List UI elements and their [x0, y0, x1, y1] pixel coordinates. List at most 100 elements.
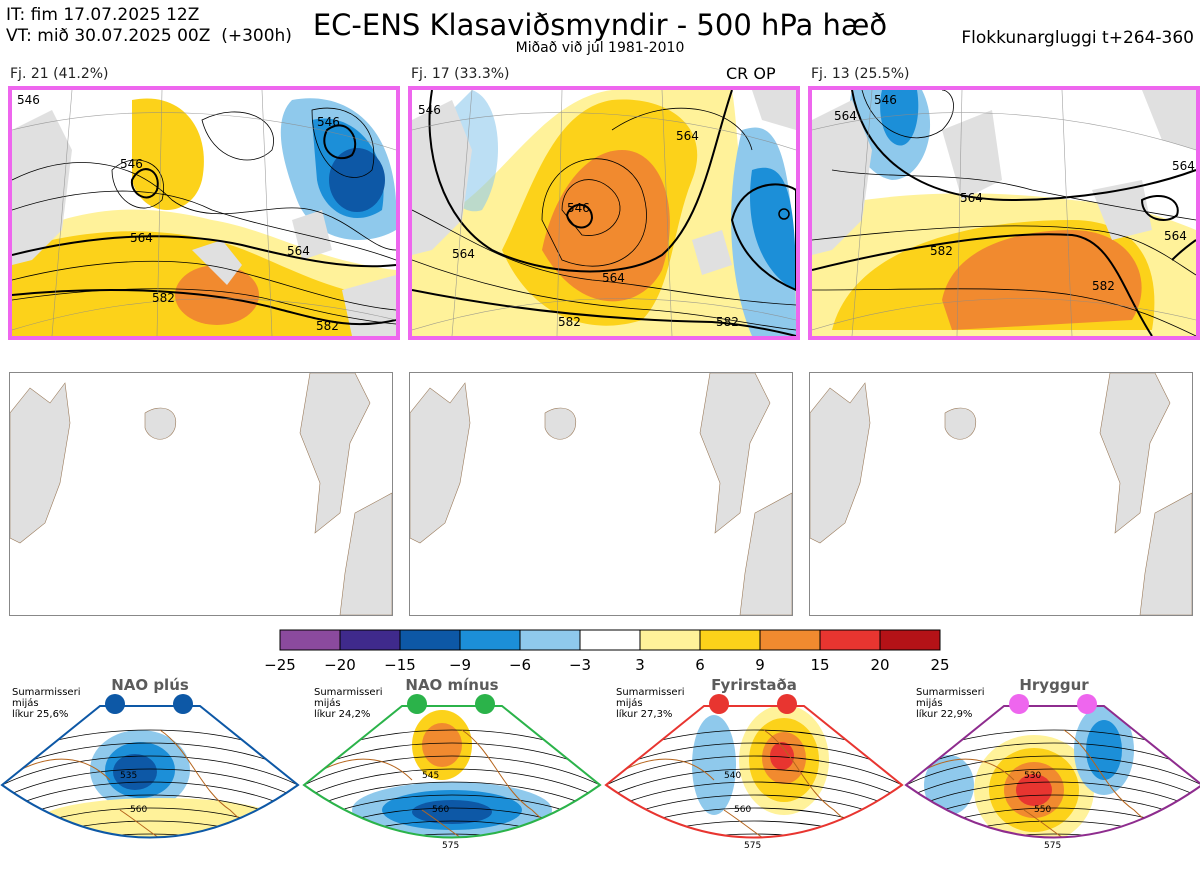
- cr-op-label: CR OP: [726, 64, 776, 83]
- empty-map-2[interactable]: [409, 372, 793, 616]
- regime-contour-label: 545: [422, 771, 439, 781]
- regime-map[interactable]: 530 550 575: [904, 690, 1200, 870]
- cluster-1-label: Fj. 21 (41.2%): [10, 66, 109, 82]
- colorbar: [279, 629, 941, 651]
- height-contour: [2, 781, 298, 813]
- regime-title: NAO plús: [111, 676, 189, 694]
- contour-label: 564: [1164, 229, 1187, 243]
- cluster-map-1[interactable]: 546 546 546 564 564 582 582: [8, 86, 400, 340]
- height-contour: [906, 755, 1200, 787]
- contour-label: 564: [1172, 159, 1195, 173]
- contour-label: 546: [418, 103, 441, 117]
- height-contour: [2, 820, 298, 838]
- anomaly-shade: [40, 798, 280, 838]
- colorbar-cell: [699, 629, 761, 651]
- contour-label: 546: [120, 157, 143, 171]
- contour-label: 582: [316, 319, 339, 333]
- cluster-2-label: Fj. 17 (33.3%): [411, 66, 510, 82]
- regime-marker-dot: [475, 694, 495, 714]
- colorbar-cell: [879, 629, 941, 651]
- it-line: IT: fim 17.07.2025 12Z: [6, 5, 200, 25]
- height-contour: [304, 755, 600, 787]
- contour-label: 546: [17, 93, 40, 107]
- height-contour: [606, 768, 902, 800]
- contour-label: 564: [287, 244, 310, 258]
- contour-label: 546: [317, 115, 340, 129]
- contour-label: 564: [452, 247, 475, 261]
- regime-marker-dot: [407, 694, 427, 714]
- colorbar-cell: [819, 629, 881, 651]
- colorbar-tick-label: −20: [324, 656, 356, 674]
- cluster-map-2[interactable]: 546 546 564 564 564 582 582: [408, 86, 800, 340]
- colorbar-cell: [459, 629, 521, 651]
- regime-contour-label: 560: [130, 805, 147, 815]
- regime-title: NAO mínus: [405, 676, 499, 694]
- regime-marker-dot: [105, 694, 125, 714]
- height-contour: [906, 833, 1200, 838]
- contour-label: 582: [930, 244, 953, 258]
- height-contour: [304, 833, 600, 838]
- regime-marker-dot: [1077, 694, 1097, 714]
- regime-contour-label: 575: [442, 841, 459, 851]
- coastline: [623, 729, 895, 838]
- regime-border: [604, 705, 904, 839]
- regime-note: Sumarmisseri mijás líkur 25,6%: [12, 687, 81, 720]
- colorbar-cell: [579, 629, 641, 651]
- anomaly-shade: [770, 742, 794, 770]
- colorbar-tick-label: −15: [384, 656, 416, 674]
- regime-map[interactable]: 535 560: [0, 690, 300, 870]
- contour-label: 564: [960, 191, 983, 205]
- contour-label: 564: [834, 109, 857, 123]
- colorbar-tick-label: −3: [568, 656, 592, 674]
- height-contour: [906, 820, 1200, 838]
- regime-contour-label: 535: [120, 771, 137, 781]
- regime-note: Sumarmisseri mijás líkur 22,9%: [916, 687, 985, 720]
- anomaly-shade: [422, 723, 462, 767]
- contour-label: 582: [152, 291, 175, 305]
- colorbar-cell: [519, 629, 581, 651]
- height-contour: [606, 833, 902, 838]
- regime-map[interactable]: 540 560 575: [604, 690, 904, 870]
- empty-map-3[interactable]: [809, 372, 1193, 616]
- header-it-vt: IT: fim 17.07.2025 12Z VT: mið 30.07.202…: [6, 5, 292, 47]
- colorbar-tick-label: −6: [508, 656, 532, 674]
- colorbar-cell: [399, 629, 461, 651]
- height-contour: [906, 768, 1200, 800]
- coastline: [923, 729, 1195, 838]
- colorbar-cell: [639, 629, 701, 651]
- anomaly-shade: [1086, 720, 1122, 780]
- contour-label: 564: [130, 231, 153, 245]
- regime-map[interactable]: 545 560 575: [302, 690, 602, 870]
- colorbar-cell: [339, 629, 401, 651]
- colorbar-tick-label: 15: [810, 656, 830, 674]
- page-subtitle: Miðað við júl 1981-2010: [515, 40, 685, 56]
- regime-marker-dot: [1009, 694, 1029, 714]
- height-contour: [304, 768, 600, 800]
- colorbar-cell: [759, 629, 821, 651]
- vt-line: VT: mið 30.07.2025 00Z (+300h): [6, 26, 292, 46]
- contour-label: 564: [676, 129, 699, 143]
- contour-label: 582: [558, 315, 581, 329]
- regime-contour-label: 540: [724, 771, 741, 781]
- height-contour: [606, 820, 902, 838]
- coastline: [19, 729, 291, 838]
- colorbar-tick-label: 20: [870, 656, 890, 674]
- colorbar-tick-label: −25: [264, 656, 296, 674]
- regime-contour-label: 560: [734, 805, 751, 815]
- anomaly-shade: [692, 715, 736, 815]
- empty-map-1[interactable]: [9, 372, 393, 616]
- regime-contour-label: 560: [432, 805, 449, 815]
- regime-note: Sumarmisseri mijás líkur 27,3%: [616, 687, 685, 720]
- height-contour: [2, 833, 298, 838]
- cluster-3-label: Fj. 13 (25.5%): [811, 66, 910, 82]
- regime-contour-label: 575: [1044, 841, 1061, 851]
- anomaly-shade: [924, 755, 974, 815]
- height-contour: [2, 755, 298, 787]
- height-contour: [606, 781, 902, 813]
- cluster-map-3[interactable]: 564 546 564 582 582 564 564: [808, 86, 1200, 340]
- classification-window: Flokkunargluggi t+264-360: [961, 28, 1194, 48]
- height-contour: [2, 768, 298, 800]
- colorbar-tick-label: −9: [448, 656, 472, 674]
- colorbar-cell: [279, 629, 341, 651]
- regime-note: Sumarmisseri mijás líkur 24,2%: [314, 687, 383, 720]
